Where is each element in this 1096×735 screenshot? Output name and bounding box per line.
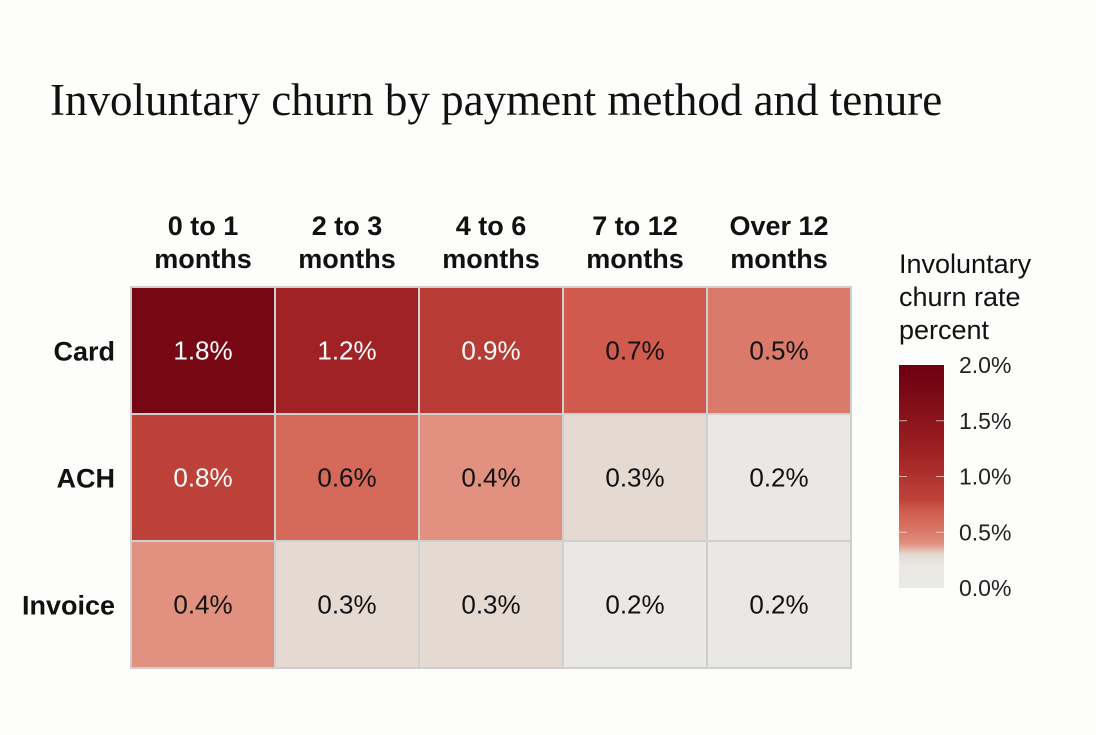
heatmap-cell bbox=[274, 540, 420, 669]
heatmap-cell bbox=[274, 413, 420, 542]
legend-title-line: churn rate bbox=[899, 282, 1021, 312]
column-label: 4 to 6 months bbox=[442, 211, 540, 274]
heatmap-cell bbox=[418, 286, 564, 415]
cell-value-label: 0.8% bbox=[173, 463, 232, 493]
cell-value-label: 0.2% bbox=[749, 463, 808, 493]
cell-value-label: 0.3% bbox=[461, 590, 520, 620]
cell-value-label: 0.5% bbox=[749, 336, 808, 366]
legend-title: Involuntary churn rate percent bbox=[899, 249, 1032, 345]
heatmap-cell bbox=[418, 413, 564, 542]
row-label: ACH bbox=[57, 464, 116, 494]
row-label: Card bbox=[53, 337, 115, 367]
column-label-line: 7 to 12 bbox=[592, 211, 678, 241]
column-label: 7 to 12 months bbox=[586, 211, 684, 274]
cell-value-label: 0.3% bbox=[317, 590, 376, 620]
column-label-line: 2 to 3 bbox=[312, 211, 383, 241]
column-label-line: months bbox=[730, 244, 828, 274]
column-label-line: months bbox=[586, 244, 684, 274]
heatmap-cell bbox=[130, 540, 276, 669]
column-label-line: months bbox=[154, 244, 252, 274]
legend-tick-label: 0.0% bbox=[959, 575, 1011, 601]
row-label: Invoice bbox=[22, 591, 115, 621]
column-label: 0 to 1 months bbox=[154, 211, 252, 274]
column-label-line: months bbox=[442, 244, 540, 274]
column-label-line: 0 to 1 bbox=[168, 211, 239, 241]
cell-value-label: 0.6% bbox=[317, 463, 376, 493]
cell-value-label: 0.4% bbox=[461, 463, 520, 493]
cell-value-label: 0.3% bbox=[605, 463, 664, 493]
heatmap-cell bbox=[562, 540, 708, 669]
cell-value-label: 0.7% bbox=[605, 336, 664, 366]
column-label-line: months bbox=[298, 244, 396, 274]
heatmap-cell bbox=[706, 540, 852, 669]
cell-value-label: 0.9% bbox=[461, 336, 520, 366]
column-label: Over 12 months bbox=[729, 211, 828, 274]
legend-title-line: percent bbox=[899, 315, 990, 345]
legend-tick-label: 2.0% bbox=[959, 352, 1011, 378]
heatmap-cell bbox=[274, 286, 420, 415]
heatmap-cell bbox=[130, 286, 276, 415]
column-label: 2 to 3 months bbox=[298, 211, 396, 274]
chart-title: Involuntary churn by payment method and … bbox=[50, 75, 943, 125]
column-label-line: Over 12 bbox=[729, 211, 828, 241]
cell-value-label: 0.2% bbox=[605, 590, 664, 620]
legend-title-line: Involuntary bbox=[899, 249, 1032, 279]
heatmap-cell bbox=[418, 540, 564, 669]
legend-tick-label: 0.5% bbox=[959, 519, 1011, 545]
heatmap-cell bbox=[562, 413, 708, 542]
cell-value-label: 0.2% bbox=[749, 590, 808, 620]
cell-value-label: 1.8% bbox=[173, 336, 232, 366]
cell-value-label: 0.4% bbox=[173, 590, 232, 620]
heatmap-cell bbox=[706, 413, 852, 542]
legend-tick-label: 1.0% bbox=[959, 464, 1011, 490]
column-label-line: 4 to 6 bbox=[456, 211, 527, 241]
legend-tick-label: 1.5% bbox=[959, 408, 1011, 434]
cell-value-label: 1.2% bbox=[317, 336, 376, 366]
